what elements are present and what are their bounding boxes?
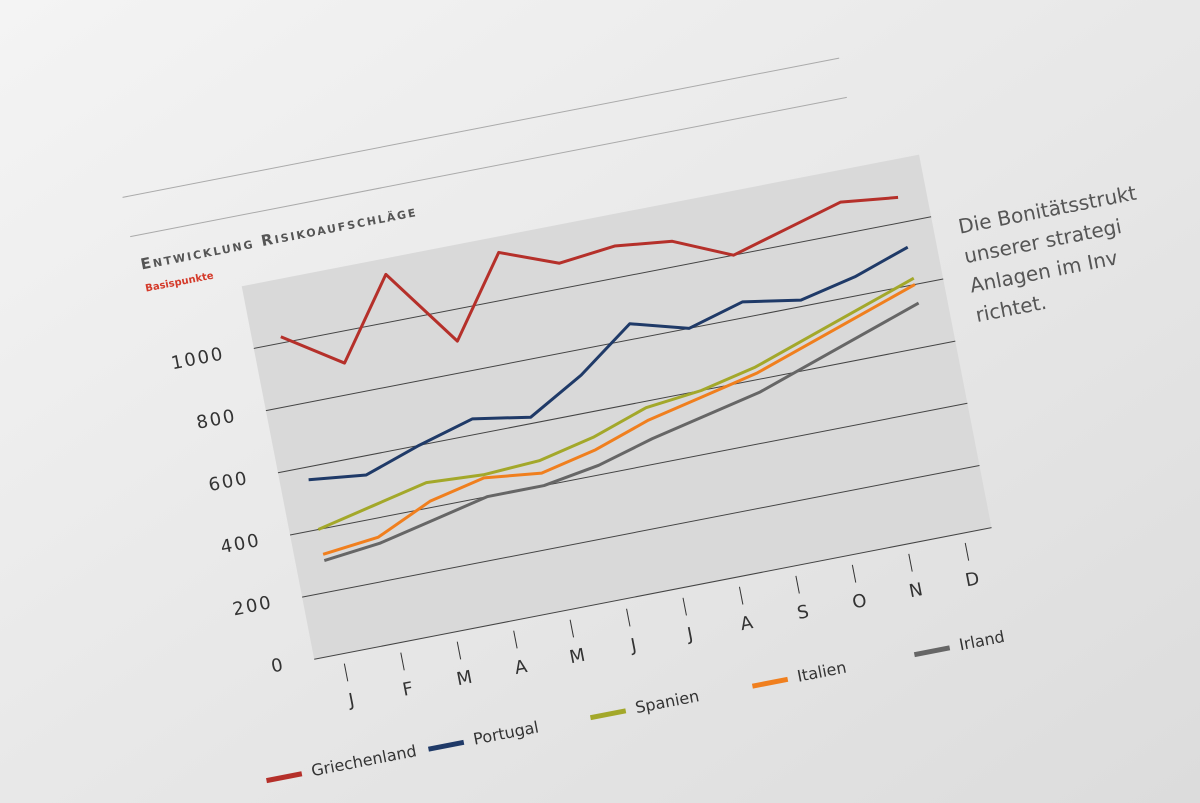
x-tick bbox=[400, 652, 405, 671]
grid-line bbox=[302, 464, 980, 598]
legend-swatch bbox=[913, 645, 951, 658]
series-line bbox=[280, 195, 899, 365]
x-tick bbox=[456, 641, 462, 660]
legend-swatch bbox=[266, 771, 303, 784]
x-tick bbox=[569, 619, 575, 638]
series-line bbox=[308, 245, 909, 482]
grid-line bbox=[289, 402, 968, 536]
x-tick bbox=[964, 542, 970, 561]
grid-line bbox=[265, 278, 944, 412]
legend-swatch bbox=[589, 708, 627, 721]
rule bbox=[122, 57, 840, 198]
x-tick-label: A bbox=[513, 656, 530, 679]
x-tick-label: J bbox=[628, 635, 638, 657]
series-line bbox=[317, 276, 915, 531]
x-tick bbox=[626, 608, 631, 627]
x-tick-label: O bbox=[851, 590, 869, 613]
x-tick-label: D bbox=[964, 568, 982, 591]
x-tick bbox=[343, 663, 349, 682]
y-tick-label: 0 bbox=[269, 654, 286, 677]
series-line bbox=[322, 283, 916, 556]
rule bbox=[130, 96, 847, 238]
x-tick-label: M bbox=[568, 645, 587, 669]
legend-swatch bbox=[427, 739, 465, 752]
grid-line bbox=[277, 340, 956, 474]
series-line bbox=[323, 301, 920, 562]
grid-line bbox=[314, 527, 992, 660]
x-tick bbox=[908, 553, 913, 572]
x-tick bbox=[738, 586, 744, 605]
x-tick-label: M bbox=[455, 667, 474, 691]
x-tick-label: J bbox=[346, 690, 356, 712]
x-tick-label: N bbox=[907, 579, 924, 602]
legend-swatch bbox=[751, 676, 789, 689]
x-tick bbox=[513, 630, 518, 649]
x-tick-label: J bbox=[685, 624, 695, 646]
x-tick bbox=[682, 597, 687, 616]
x-tick-label: F bbox=[401, 678, 415, 701]
x-tick bbox=[851, 564, 857, 583]
x-tick-label: A bbox=[739, 612, 756, 635]
x-tick bbox=[795, 575, 800, 594]
x-tick-label: S bbox=[795, 601, 810, 624]
grid-line bbox=[253, 216, 932, 349]
